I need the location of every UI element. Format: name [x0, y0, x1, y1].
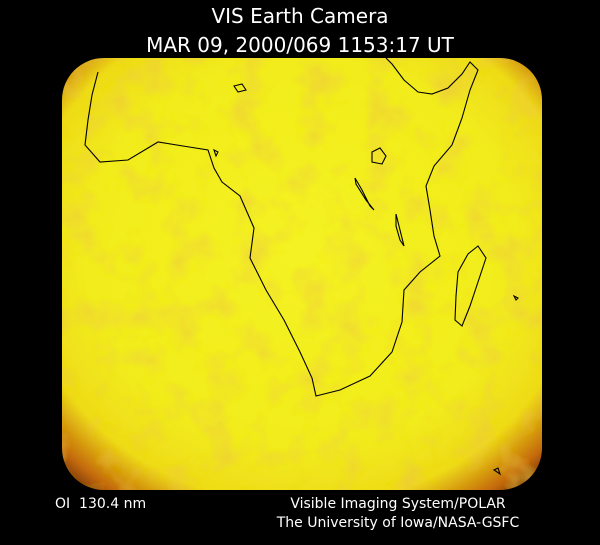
timestamp: MAR 09, 2000/069 1153:17 UT	[146, 33, 455, 57]
instrument-label: Visible Imaging System/POLAR	[290, 496, 506, 512]
filter-label: OI 130.4 nm	[55, 496, 146, 512]
credit-label: The University of Iowa/NASA-GSFC	[276, 515, 520, 531]
coastline	[84, 57, 519, 476]
earth-disk	[62, 58, 542, 490]
title: VIS Earth Camera	[211, 4, 388, 28]
